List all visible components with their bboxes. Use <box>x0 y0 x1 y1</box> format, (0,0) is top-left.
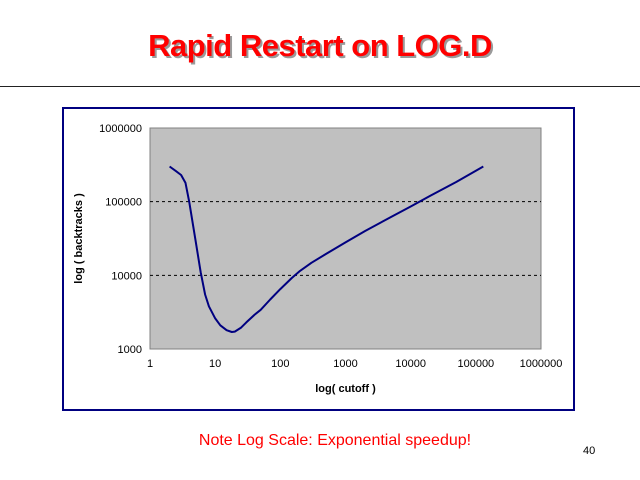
x-tick-label-6: 1000000 <box>520 358 563 370</box>
y-tick-label-0: 1000 <box>118 344 142 356</box>
y-axis-label: log ( backtracks ) <box>73 193 85 284</box>
x-tick-label-0: 1 <box>147 358 153 370</box>
slide-title: Rapid Restart on LOG.D <box>148 28 492 63</box>
title-divider <box>0 86 640 87</box>
page-number: 40 <box>583 445 596 457</box>
x-tick-label-3: 1000 <box>333 358 357 370</box>
x-tick-label-4: 10000 <box>395 358 426 370</box>
chart-frame: 1000 10000 100000 1000000 1 10 100 1000 10000 100… <box>62 107 575 411</box>
y-tick-label-1: 10000 <box>111 270 142 282</box>
log-log-chart: 1000 10000 100000 1000000 1 10 100 1000 10000 100… <box>73 123 563 395</box>
x-tick-label-2: 100 <box>271 358 289 370</box>
x-tick-label-1: 10 <box>209 358 221 370</box>
y-tick-label-3: 1000000 <box>99 123 142 135</box>
x-axis-label: log( cutoff ) <box>315 383 376 395</box>
x-tick-label-5: 100000 <box>457 358 494 370</box>
plot-area <box>149 127 542 350</box>
backtracks-series-line <box>169 165 484 333</box>
footnote: Note Log Scale: Exponential speedup! <box>198 432 472 449</box>
y-tick-label-2: 100000 <box>105 197 142 209</box>
